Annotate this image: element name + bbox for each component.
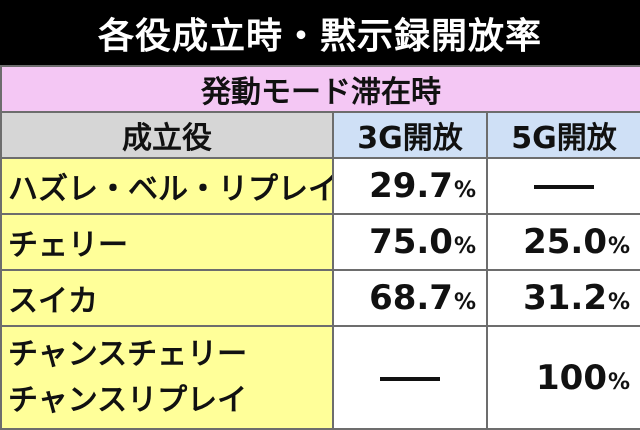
percent-unit: % — [453, 234, 476, 259]
rate-5g-cell: 25.0% — [485, 213, 640, 271]
role-cell: チャンスチェリー チャンスリプレイ — [0, 325, 334, 430]
mode-subtitle: 発動モード滞在時 — [0, 65, 640, 113]
rate-5g-cell: 100% — [485, 325, 640, 430]
table-row: ハズレ・ベル・リプレイ 29.7% — [0, 157, 640, 215]
rate-3g-cell: 29.7% — [332, 157, 488, 215]
percent-unit: % — [453, 178, 476, 203]
subtitle-row: 発動モード滞在時 — [0, 65, 640, 113]
role-cell: チェリー — [0, 213, 334, 271]
rate-3g-cell — [332, 325, 488, 430]
table-row: チェリー 75.0% 25.0% — [0, 213, 640, 271]
percent-unit: % — [607, 290, 631, 315]
percent-unit: % — [607, 369, 631, 395]
header-row: 成立役 3G開放 5G開放 — [0, 111, 640, 159]
role-cell: ハズレ・ベル・リプレイ — [0, 157, 334, 215]
table-row: スイカ 68.7% 31.2% — [0, 269, 640, 327]
dash-placeholder — [380, 376, 440, 381]
5g-column-header: 5G開放 — [485, 111, 640, 159]
rate-value: 68.7 — [369, 278, 453, 318]
rate-table: 発動モード滞在時 成立役 3G開放 5G開放 ハズレ・ベル・リプレイ 29.7%… — [0, 65, 640, 430]
rate-value: 25.0 — [523, 222, 607, 262]
rate-5g-cell: 31.2% — [485, 269, 640, 327]
rate-3g-cell: 68.7% — [332, 269, 488, 327]
rate-value: 31.2 — [523, 278, 607, 318]
rate-5g-cell — [485, 157, 640, 215]
role-column-header: 成立役 — [0, 111, 334, 159]
percent-unit: % — [453, 290, 476, 315]
rate-value: 29.7 — [369, 166, 453, 206]
rate-value: 75.0 — [369, 222, 453, 262]
page-title: 各役成立時・黙示録開放率 — [0, 0, 640, 65]
table-row: チャンスチェリー チャンスリプレイ 100% — [0, 325, 640, 430]
role-line-2: チャンスリプレイ — [8, 382, 248, 418]
role-cell: スイカ — [0, 269, 334, 327]
3g-column-header: 3G開放 — [332, 111, 488, 159]
role-line-1: チャンスチェリー — [8, 336, 248, 372]
dash-placeholder — [534, 185, 595, 189]
rate-3g-cell: 75.0% — [332, 213, 488, 271]
percent-unit: % — [607, 234, 631, 259]
rate-value: 100 — [536, 357, 607, 398]
